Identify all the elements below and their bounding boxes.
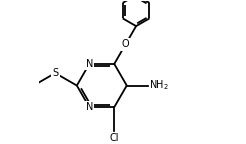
Text: O: O bbox=[122, 39, 129, 50]
Text: NH$_2$: NH$_2$ bbox=[149, 79, 169, 92]
Text: N: N bbox=[86, 102, 93, 112]
Text: S: S bbox=[52, 68, 58, 78]
Text: Cl: Cl bbox=[109, 133, 119, 143]
Text: N: N bbox=[86, 59, 93, 69]
